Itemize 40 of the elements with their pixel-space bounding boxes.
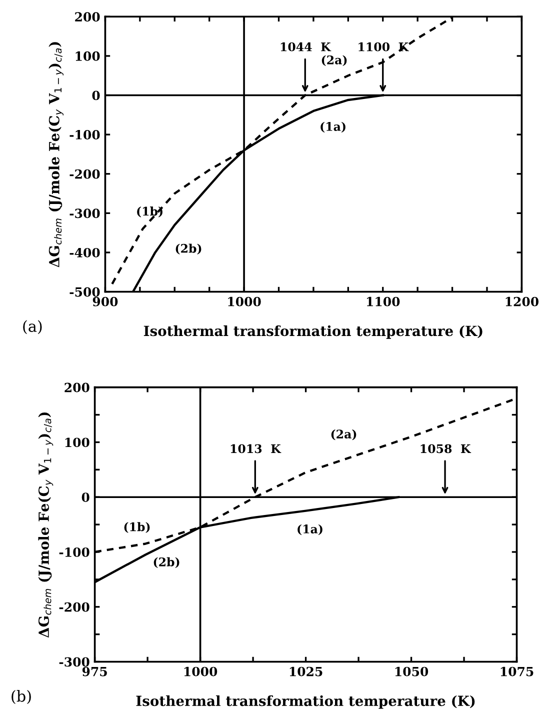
y-tick-label: -500 (70, 287, 100, 297)
x-tick-label: 1000 (228, 296, 261, 306)
annotation: 1044 K (280, 42, 332, 52)
y-tick-label: -200 (70, 169, 100, 179)
x-axis-title: Isothermal transformation temperature (K) (144, 325, 482, 339)
y-tick-label: -300 (70, 208, 100, 218)
annotation: (1a) (320, 122, 346, 133)
x-tick-label: 1000 (184, 666, 218, 676)
x-tick-label: 1200 (506, 296, 539, 306)
y-tick-label: 100 (76, 51, 100, 61)
x-tick-label: 1050 (395, 666, 428, 676)
y-tick-label: -200 (59, 602, 90, 612)
annotation: (2a) (331, 429, 356, 440)
y-tick-label: 200 (75, 12, 100, 22)
annotation: 1013 K (230, 444, 282, 454)
x-tick-label: 1100 (367, 296, 400, 306)
text: (a) (23, 320, 42, 334)
annotation: (2b) (176, 244, 202, 254)
annotation: (1b) (124, 522, 150, 533)
annotation: (1b) (137, 206, 162, 218)
y-tick-label: 0 (92, 90, 100, 100)
x-tick-label: 1025 (290, 666, 322, 676)
y-tick-label: -100 (59, 547, 90, 557)
x-tick-label: 975 (82, 666, 107, 676)
y-tick-label: 100 (65, 438, 90, 448)
annotation: (1a) (298, 524, 322, 536)
x-tick-label: 900 (92, 296, 118, 306)
text: ΔG$_{chem}$ (J/mole Fe(C$_{y}$ V$_{1−y}$)$_{c/a}$) (38, 412, 54, 638)
x-tick-label: 1075 (500, 666, 534, 676)
y-tick-label: 0 (82, 492, 90, 502)
y-tick-label: 200 (64, 382, 90, 392)
annotation: (2b) (154, 557, 180, 568)
annotation: 1058 K (420, 444, 472, 454)
x-axis-title: Isothermal transformation temperature (K) (136, 695, 475, 709)
text: (b) (12, 690, 31, 704)
y-tick-label: -400 (70, 248, 100, 258)
annotation: (2a) (322, 55, 347, 66)
text: ΔG$_{chem}$ (J/mole Fe(C$_{y}$ V$_{1−y}$)$_{c/a}$) (48, 42, 64, 268)
y-tick-label: -100 (70, 130, 100, 140)
y-tick-label: -300 (59, 657, 90, 667)
